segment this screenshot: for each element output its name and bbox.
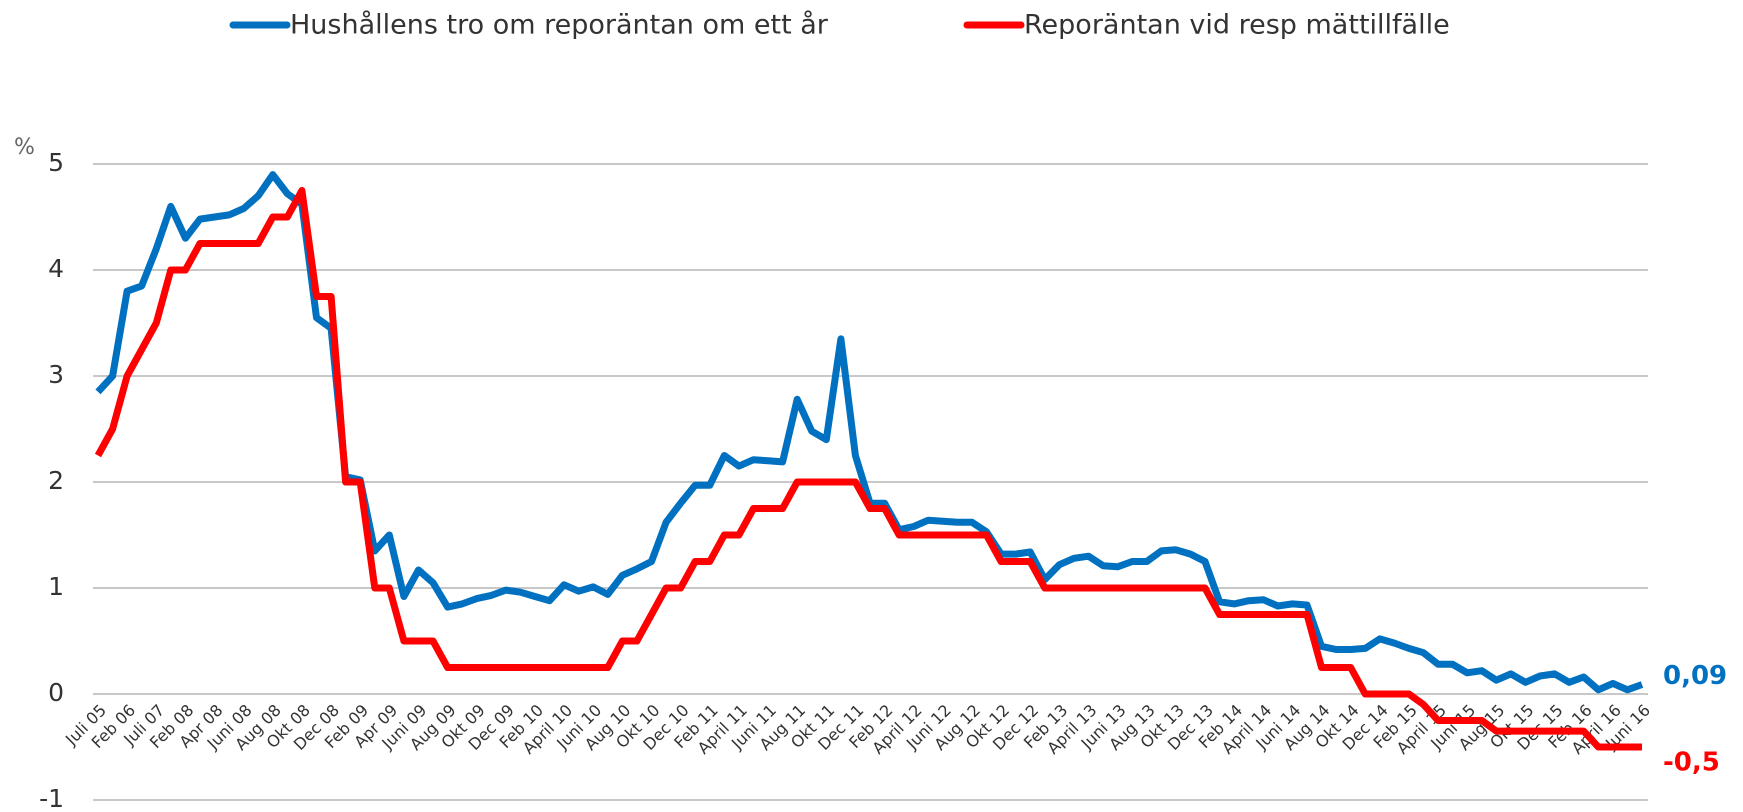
y-tick-label: 1 [48,572,64,601]
y-tick-label: 2 [48,466,64,495]
legend-label: Hushållens tro om reporäntan om ett år [290,10,829,41]
y-axis-label: % [14,135,35,160]
y-tick-label: 0 [48,678,64,707]
end-label: -0,5 [1663,748,1720,778]
end-label: 0,09 [1663,661,1727,691]
y-tick-label: 5 [48,148,64,177]
legend-label: Reporäntan vid resp mättillfälle [1024,10,1450,41]
y-tick-label: -1 [39,784,64,812]
y-tick-label: 4 [48,254,64,283]
y-tick-label: 3 [48,360,64,389]
line-series [94,187,1642,751]
line-series [95,171,1644,694]
